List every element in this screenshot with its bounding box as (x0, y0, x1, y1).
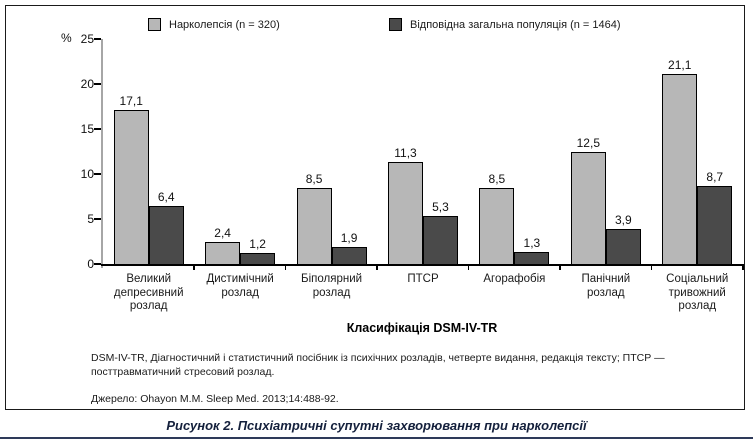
bar-value-label: 12,5 (576, 135, 600, 150)
category-label: Соціальний тривожний розлад (666, 273, 729, 312)
bar-population: 8,7 (697, 170, 733, 264)
bar-value-label: 1,9 (340, 230, 358, 245)
y-tick-mark (94, 128, 101, 130)
y-tick-mark (94, 218, 101, 220)
bar-population: 6,4 (148, 190, 184, 264)
x-axis-tick (376, 264, 378, 270)
y-tick-label: 25 (80, 32, 94, 46)
chart-frame: Нарколепсія (n = 320) Відповідна загальн… (5, 5, 745, 410)
category-label: Великий депресивний розлад (113, 273, 184, 312)
bar-narcolepsy: 12,5 (570, 136, 606, 264)
x-axis-tick (193, 264, 195, 270)
bar-population: 1,3 (514, 236, 550, 264)
category-label: ПТСР (407, 273, 439, 285)
bar-group: 11,3 5,3 (377, 39, 468, 264)
legend-item-narcolepsy: Нарколепсія (n = 320) (148, 18, 280, 31)
bar-value-label: 11,3 (394, 146, 417, 161)
bar-group: 17,1 6,4 (103, 39, 194, 264)
x-axis-tick (559, 264, 561, 270)
x-axis-line (101, 264, 743, 266)
legend-swatch-population (389, 18, 402, 31)
y-tick-mark (94, 173, 101, 175)
x-axis-tick (650, 264, 653, 270)
bar-value-label: 2,4 (214, 226, 231, 241)
bar-group: 8,5 1,3 (469, 39, 560, 264)
x-axis-title: Класифікація DSM-IV-TR (346, 321, 498, 335)
bar-population: 1,9 (331, 231, 367, 264)
bar-narcolepsy: 21,1 (662, 58, 698, 264)
bar-narcolepsy: 8,5 (479, 172, 515, 264)
bar-narcolepsy: 17,1 (113, 94, 149, 264)
category-label: Панічний розлад (581, 273, 631, 299)
x-axis-tick (284, 264, 287, 270)
bar-narcolepsy: 11,3 (387, 146, 423, 264)
y-tick-mark (94, 38, 101, 40)
figure-caption: Рисунок 2. Психіатричні супутні захворюв… (166, 418, 587, 433)
bar-group: 8,5 1,9 (286, 39, 377, 264)
bar-groups: 17,1 6,4 2,4 1,2 8,5 1,9 11,3 5,3 8,5 1,3 12,5 3,9 2… (103, 39, 744, 270)
bar-group: 21,1 8,7 (652, 39, 743, 264)
bar-value-label: 1,3 (523, 236, 541, 251)
y-tick-mark (94, 263, 101, 265)
category-label: Дистимічний розлад (206, 273, 274, 299)
x-axis-tick (742, 264, 744, 270)
bar-population: 3,9 (605, 213, 641, 264)
bar-narcolepsy: 8,5 (296, 172, 332, 264)
bar-value-label: 17,1 (119, 94, 143, 109)
bar-population: 1,2 (240, 237, 276, 264)
bar-population: 5,3 (422, 200, 458, 264)
legend-item-population: Відповідна загальна популяція (n = 1464) (389, 18, 621, 31)
bar-value-label: 8,5 (305, 171, 323, 186)
bar-value-label: 5,3 (432, 200, 449, 215)
legend-swatch-narcolepsy (148, 18, 161, 31)
legend-label-narcolepsy: Нарколепсія (n = 320) (169, 18, 280, 31)
bar-group: 2,4 1,2 (194, 39, 285, 264)
y-tick-label: 15 (80, 122, 94, 136)
bar-narcolepsy: 2,4 (205, 226, 241, 264)
bottom-rule (0, 437, 753, 439)
y-axis-line (101, 39, 103, 268)
y-tick-mark (94, 83, 101, 85)
bar-value-label: 8,5 (488, 171, 506, 186)
y-tick-label: 10 (80, 167, 94, 181)
bar-value-label: 21,1 (668, 58, 692, 73)
legend-label-population: Відповідна загальна популяція (n = 1464) (410, 18, 621, 31)
category-label: Біполярний розлад (301, 273, 363, 299)
x-axis-tick (467, 264, 470, 270)
footnote-definitions: DSM-IV-TR, Діагностичний і статистичний … (91, 352, 665, 378)
bar-value-label: 6,4 (157, 190, 175, 205)
footnote-source: Джерело: Ohayon M.M. Sleep Med. 2013;14:… (91, 393, 339, 405)
category-labels: Великий депресивний розлад Дистимічний ро… (103, 273, 743, 314)
bar-value-label: 3,9 (614, 212, 632, 227)
category-label: Агорафобія (483, 273, 546, 285)
y-axis-unit-label: % (61, 31, 72, 45)
y-tick-label: 20 (80, 77, 94, 91)
y-tick-label: 0 (87, 257, 94, 271)
bar-value-label: 1,2 (249, 237, 266, 252)
bar-group: 12,5 3,9 (560, 39, 651, 264)
bar-value-label: 8,7 (706, 169, 724, 184)
y-tick-label: 5 (87, 212, 94, 226)
